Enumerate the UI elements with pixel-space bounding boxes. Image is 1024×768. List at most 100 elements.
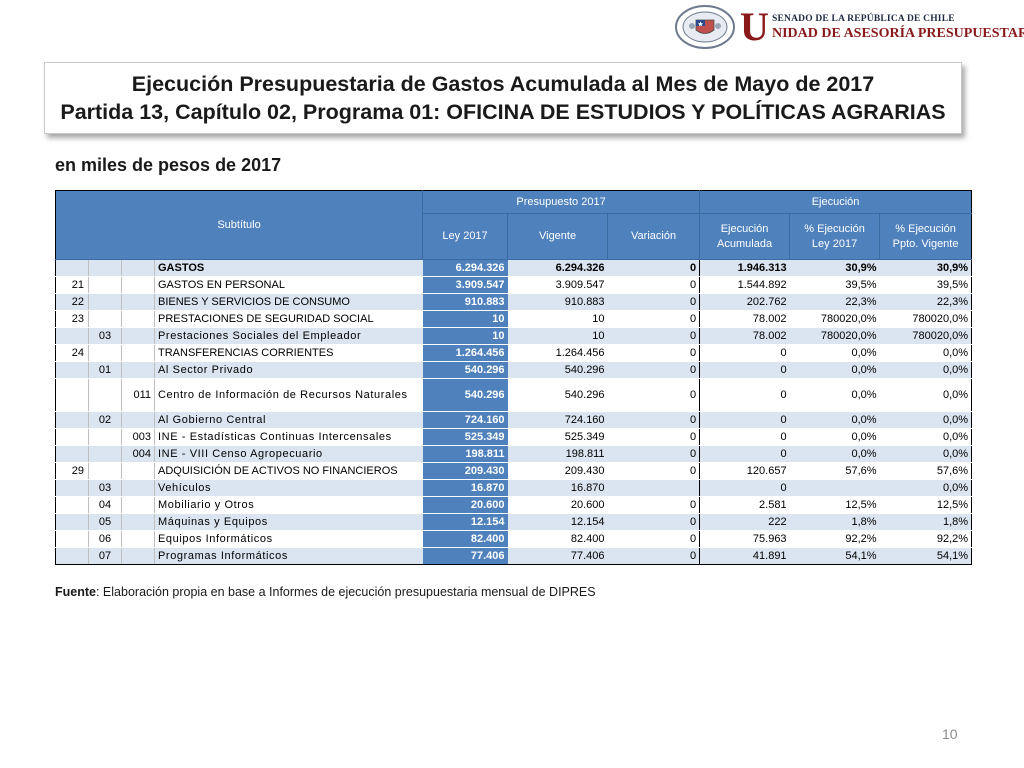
cell-denominacion: Vehículos bbox=[154, 479, 423, 497]
cell-denominacion: Prestaciones Sociales del Empleador bbox=[154, 327, 423, 345]
cell-denominacion: GASTOS EN PERSONAL bbox=[154, 276, 423, 294]
cell-vigente: 10 bbox=[507, 310, 608, 328]
cell-denominacion: BIENES Y SERVICIOS DE CONSUMO bbox=[154, 293, 423, 311]
cell-ejecucion-acumulada: 222 bbox=[699, 513, 790, 531]
logo-initial: U bbox=[740, 4, 769, 49]
cell-item bbox=[88, 428, 122, 446]
cell-pct-vigente: 57,6% bbox=[879, 462, 973, 480]
cell-ley-2017: 209.430 bbox=[422, 462, 508, 480]
header-ejecucion: Ejecución bbox=[699, 190, 973, 214]
cell-denominacion: TRANSFERENCIAS CORRIENTES bbox=[154, 344, 423, 362]
cell-pct-vigente: 780020,0% bbox=[879, 310, 973, 328]
cell-asignacion: 004 bbox=[121, 445, 155, 463]
cell-asignacion bbox=[121, 479, 155, 497]
header-ejecucion-acumulada-line2: Acumulada bbox=[717, 237, 773, 250]
cell-asignacion bbox=[121, 310, 155, 328]
cell-ejecucion-acumulada: 0 bbox=[699, 378, 790, 412]
cell-pct-vigente: 12,5% bbox=[879, 496, 973, 514]
table-row: 004 INE - VIII Censo Agropecuario 198.811 1… bbox=[55, 445, 973, 463]
header-pct-ley: % Ejecución Ley 2017 bbox=[789, 213, 881, 260]
cell-ejecucion-acumulada: 78.002 bbox=[699, 310, 790, 328]
cell-item bbox=[88, 378, 122, 412]
cell-ejecucion-acumulada: 0 bbox=[699, 479, 790, 497]
cell-ejecucion-acumulada: 0 bbox=[699, 344, 790, 362]
header-ejecucion-acumulada: Ejecución Acumulada bbox=[699, 213, 791, 260]
cell-subtitulo: 22 bbox=[55, 293, 89, 311]
cell-vigente: 910.883 bbox=[507, 293, 608, 311]
title-box: Ejecución Presupuestaria de Gastos Acumu… bbox=[44, 62, 962, 134]
cell-ejecucion-acumulada: 1.544.892 bbox=[699, 276, 790, 294]
cell-variacion: 0 bbox=[607, 411, 701, 429]
source-label: Fuente bbox=[55, 585, 96, 599]
cell-asignacion: 003 bbox=[121, 428, 155, 446]
cell-vigente: 3.909.547 bbox=[507, 276, 608, 294]
cell-asignacion bbox=[121, 327, 155, 345]
cell-subtitulo bbox=[55, 479, 89, 497]
cell-ley-2017: 16.870 bbox=[422, 479, 508, 497]
cell-vigente: 12.154 bbox=[507, 513, 608, 531]
cell-asignacion bbox=[121, 462, 155, 480]
cell-variacion: 0 bbox=[607, 445, 701, 463]
header-variacion: Variación bbox=[607, 213, 701, 260]
table-row: 29 ADQUISICIÓN DE ACTIVOS NO FINANCIEROS 2… bbox=[55, 462, 973, 480]
cell-item bbox=[88, 445, 122, 463]
cell-subtitulo bbox=[55, 361, 89, 379]
cell-pct-ley: 0,0% bbox=[789, 428, 880, 446]
cell-subtitulo bbox=[55, 513, 89, 531]
cell-pct-ley: 0,0% bbox=[789, 411, 880, 429]
header-ejecucion-acumulada-line1: Ejecución bbox=[720, 222, 769, 235]
cell-ejecucion-acumulada: 0 bbox=[699, 411, 790, 429]
cell-variacion: 0 bbox=[607, 344, 701, 362]
cell-item bbox=[88, 276, 122, 294]
cell-pct-vigente: 0,0% bbox=[879, 361, 973, 379]
cell-item: 02 bbox=[88, 411, 122, 429]
table-row: GASTOS 6.294.326 6.294.326 0 1.946.313 30,9% 3… bbox=[55, 259, 973, 277]
senate-seal-icon bbox=[675, 5, 735, 49]
cell-ejecucion-acumulada: 0 bbox=[699, 445, 790, 463]
cell-item bbox=[88, 293, 122, 311]
units-subtitle: en miles de pesos de 2017 bbox=[55, 155, 282, 175]
cell-ley-2017: 910.883 bbox=[422, 293, 508, 311]
cell-ejecucion-acumulada: 2.581 bbox=[699, 496, 790, 514]
source-text: : Elaboración propia en base a Informes … bbox=[95, 585, 596, 599]
cell-vigente: 6.294.326 bbox=[507, 259, 608, 277]
cell-item: 04 bbox=[88, 496, 122, 514]
cell-vigente: 198.811 bbox=[507, 445, 608, 463]
table-row: 011 Centro de Información de Recursos Nat… bbox=[55, 378, 973, 412]
cell-vigente: 525.349 bbox=[507, 428, 608, 446]
cell-denominacion: INE - VIII Censo Agropecuario bbox=[154, 445, 423, 463]
cell-pct-vigente: 0,0% bbox=[879, 428, 973, 446]
cell-ejecucion-acumulada: 75.963 bbox=[699, 530, 790, 548]
cell-vigente: 540.296 bbox=[507, 361, 608, 379]
cell-pct-vigente: 0,0% bbox=[879, 445, 973, 463]
table-row: 22 BIENES Y SERVICIOS DE CONSUMO 910.883 91… bbox=[55, 293, 973, 311]
cell-ley-2017: 82.400 bbox=[422, 530, 508, 548]
table-row: 24 TRANSFERENCIAS CORRIENTES 1.264.456 1.26… bbox=[55, 344, 973, 362]
cell-denominacion: Equipos Informáticos bbox=[154, 530, 423, 548]
cell-pct-vigente: 0,0% bbox=[879, 378, 973, 412]
cell-asignacion bbox=[121, 411, 155, 429]
header-vigente: Vigente bbox=[507, 213, 609, 260]
senate-logo: U SENADO DE LA REPÚBLICA DE CHILE NIDAD … bbox=[674, 4, 1024, 52]
cell-subtitulo: 24 bbox=[55, 344, 89, 362]
table-row: 02 Al Gobierno Central 724.160 724.160 0 0 0,0… bbox=[55, 411, 973, 429]
cell-ley-2017: 12.154 bbox=[422, 513, 508, 531]
table-row: 05 Máquinas y Equipos 12.154 12.154 0 222 1,8%… bbox=[55, 513, 973, 531]
cell-pct-ley: 12,5% bbox=[789, 496, 880, 514]
cell-item bbox=[88, 259, 122, 277]
table-row: 03 Vehículos 16.870 16.870 0 0,0% bbox=[55, 479, 973, 497]
cell-denominacion: Centro de Información de Recursos Natura… bbox=[154, 378, 423, 412]
title-line-1: Ejecución Presupuestaria de Gastos Acumu… bbox=[131, 72, 875, 96]
cell-pct-vigente: 0,0% bbox=[879, 344, 973, 362]
header-pct-vigente-line1: % Ejecución bbox=[895, 222, 956, 235]
cell-pct-vigente: 54,1% bbox=[879, 547, 973, 565]
cell-variacion: 0 bbox=[607, 276, 701, 294]
cell-subtitulo: 21 bbox=[55, 276, 89, 294]
cell-denominacion: Programas Informáticos bbox=[154, 547, 423, 565]
cell-denominacion: Máquinas y Equipos bbox=[154, 513, 423, 531]
cell-item bbox=[88, 310, 122, 328]
budget-table-body: GASTOS 6.294.326 6.294.326 0 1.946.313 30,9% 3… bbox=[55, 259, 973, 565]
table-row: 01 Al Sector Privado 540.296 540.296 0 0 0,0% 0… bbox=[55, 361, 973, 379]
cell-ejecucion-acumulada: 78.002 bbox=[699, 327, 790, 345]
header-pct-ley-line2: Ley 2017 bbox=[811, 237, 858, 250]
